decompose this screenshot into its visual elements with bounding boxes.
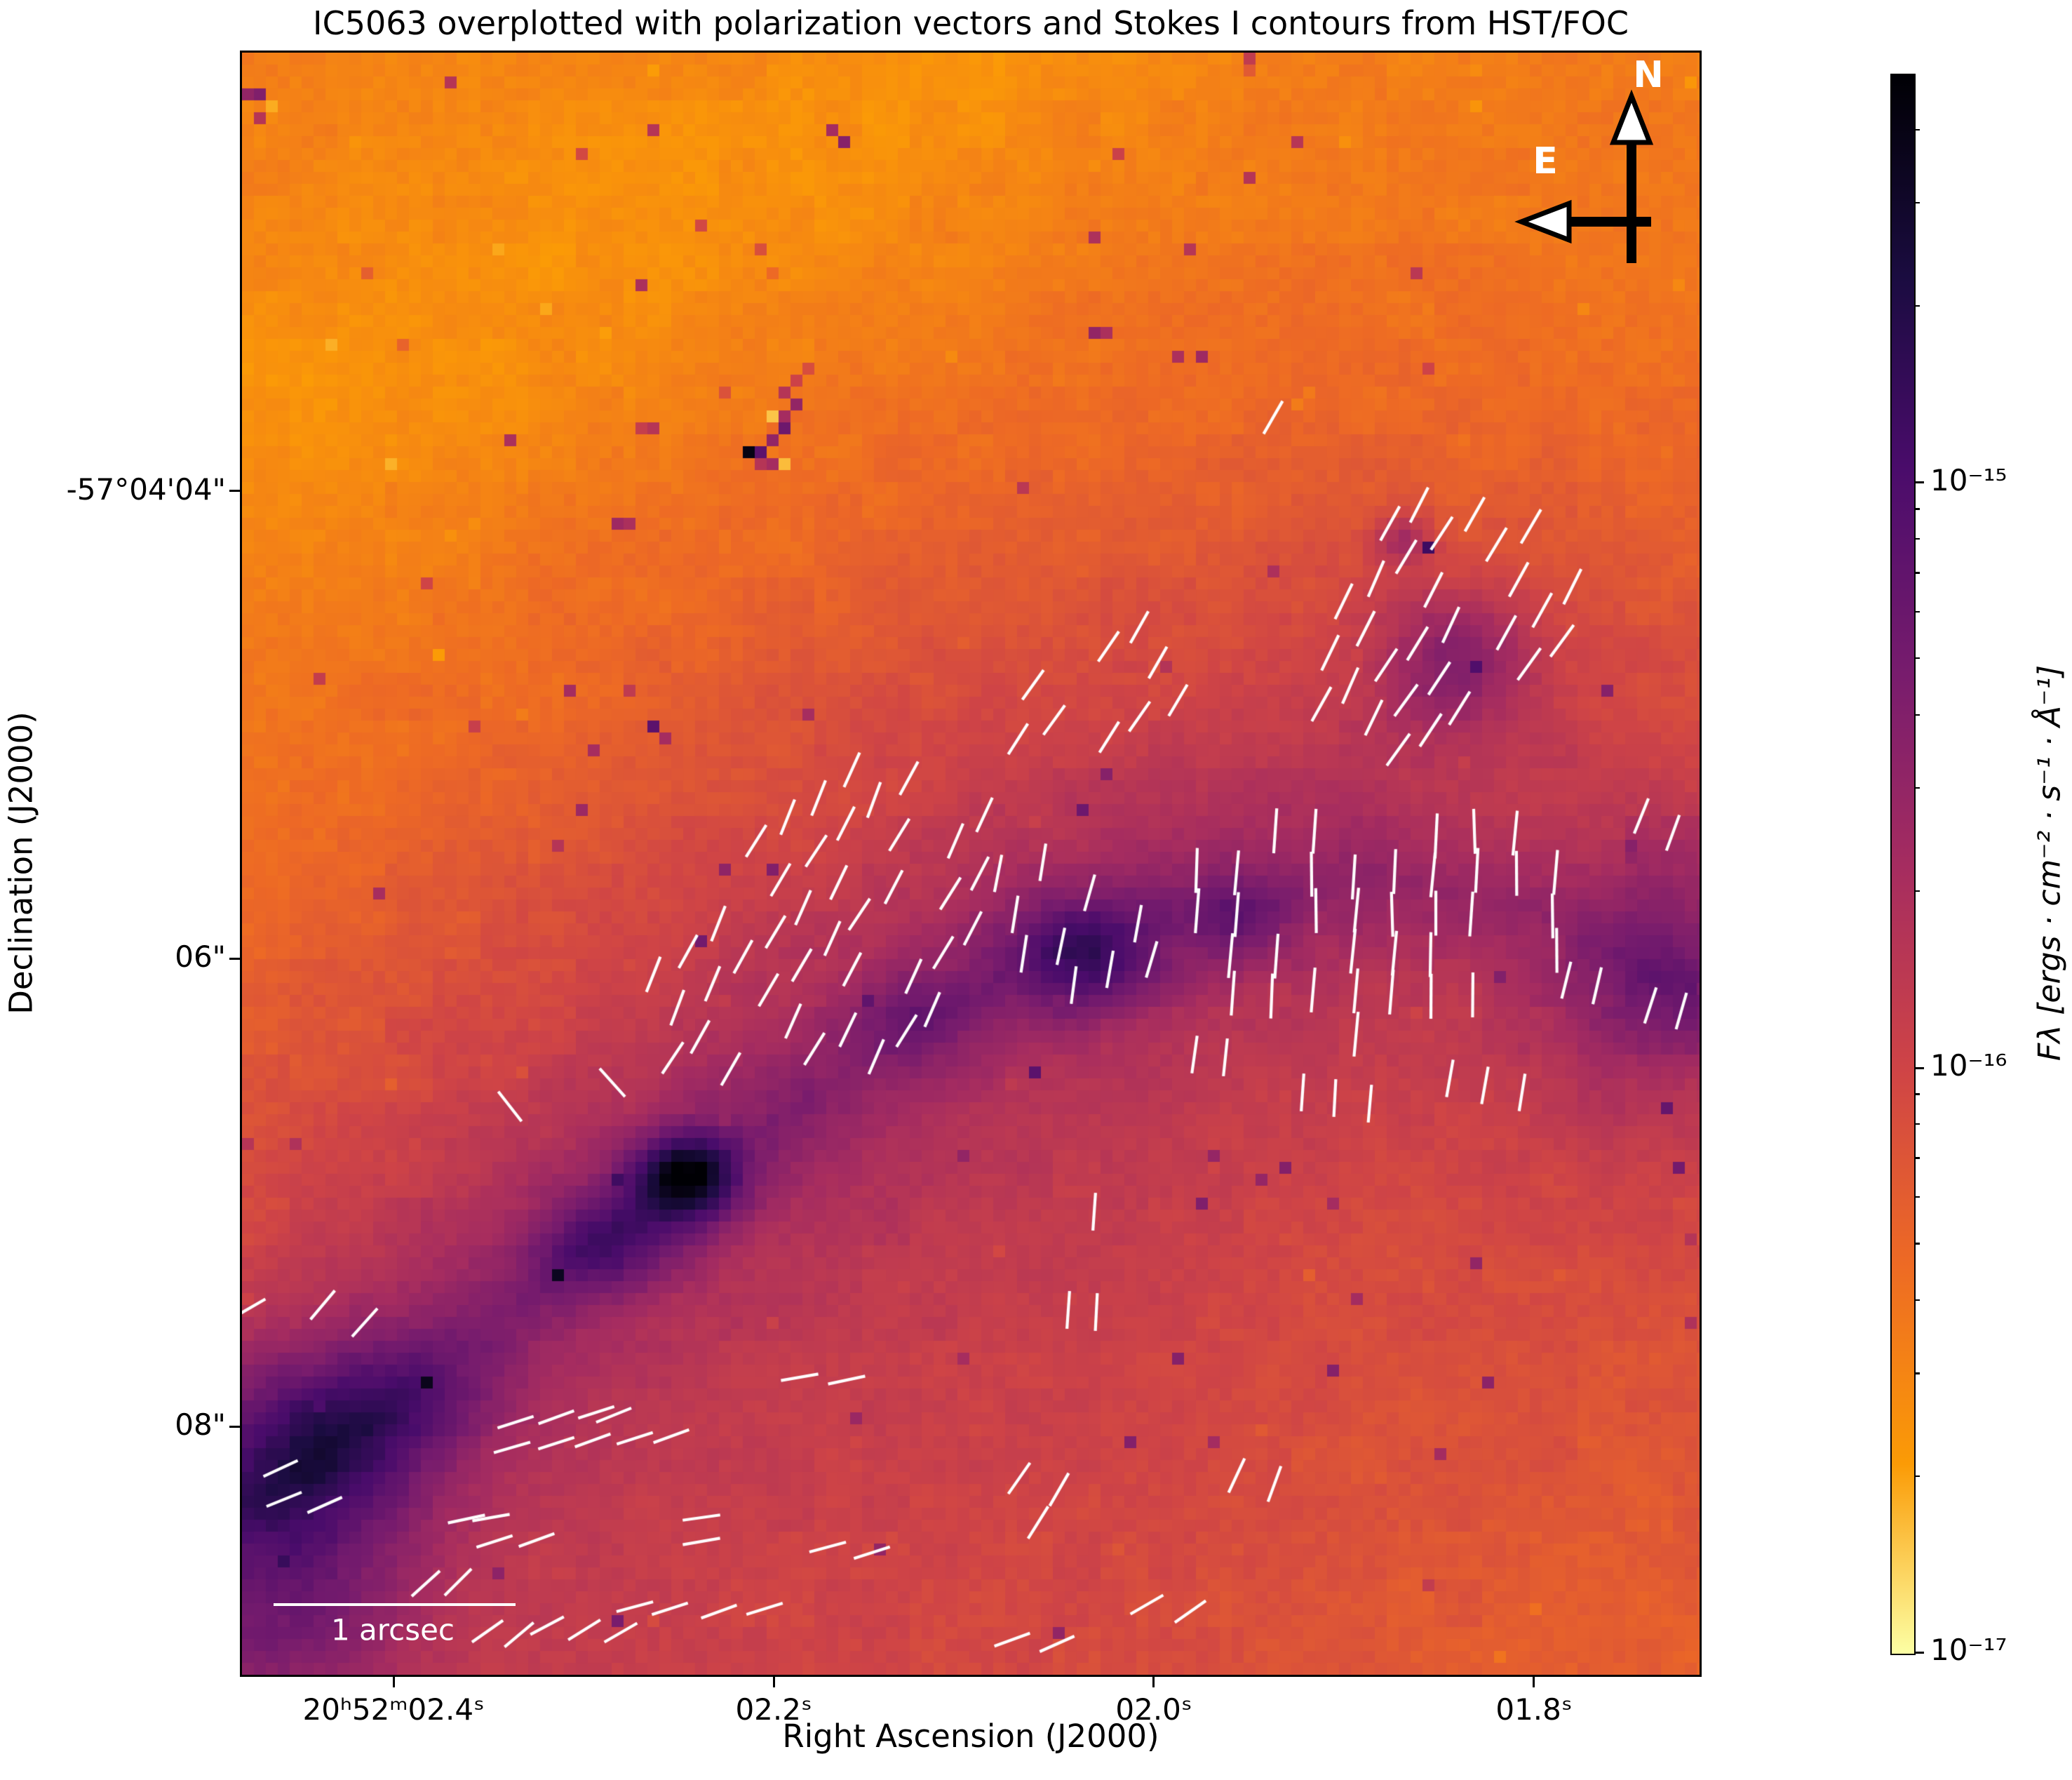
y-tick-mark [229, 957, 240, 960]
colorbar-minor-tick-mark [1914, 128, 1920, 131]
colorbar-minor-tick-mark [1914, 1243, 1920, 1245]
colorbar-minor-tick-mark [1914, 1093, 1920, 1095]
colorbar-tick-label: 10⁻¹⁶ [1930, 1048, 2007, 1083]
colorbar-tick-mark [1914, 1066, 1924, 1069]
colorbar-minor-tick-mark [1914, 305, 1920, 307]
colorbar-tick-mark [1914, 481, 1924, 484]
colorbar-minor-tick-mark [1914, 1157, 1920, 1159]
y-tick-label: -57°04'04" [66, 471, 226, 507]
compass-east-label: E [1533, 140, 1558, 182]
colorbar-minor-tick-mark [1914, 1475, 1920, 1478]
x-tick-label: 02.2ˢ [735, 1692, 812, 1727]
colorbar-minor-tick-mark [1914, 1372, 1920, 1374]
x-tick-label: 02.0ˢ [1115, 1692, 1192, 1727]
colorbar-minor-tick-mark [1914, 657, 1920, 660]
colorbar-minor-tick-mark [1914, 890, 1920, 892]
x-tick-label: 20ʰ52ᵐ02.4ˢ [302, 1692, 485, 1727]
colorbar-minor-tick-mark [1914, 610, 1920, 613]
colorbar-minor-tick-mark [1914, 572, 1920, 574]
colorbar-minor-tick-mark [1914, 1123, 1920, 1125]
y-tick-mark [229, 490, 240, 493]
colorbar-minor-tick-mark [1914, 508, 1920, 510]
colorbar-minor-tick-mark [1914, 1299, 1920, 1301]
x-tick-mark [772, 1677, 775, 1687]
x-tick-mark [392, 1677, 395, 1687]
colorbar-minor-tick-mark [1914, 787, 1920, 789]
y-tick-mark [229, 1425, 240, 1428]
x-tick-label: 01.8ˢ [1495, 1692, 1573, 1727]
colorbar-minor-tick-mark [1914, 201, 1920, 204]
y-axis-label: Declination (J2000) [2, 711, 40, 1015]
colorbar-minor-tick-mark [1914, 714, 1920, 716]
colorbar-gradient [1890, 74, 1916, 1655]
sky-image [242, 53, 1700, 1675]
colorbar-tick-label: 10⁻¹⁷ [1930, 1633, 2007, 1667]
x-tick-mark [1533, 1677, 1535, 1687]
y-tick-label: 06" [175, 939, 226, 975]
scalebar-label: 1 arcsec [330, 1612, 455, 1647]
y-tick-label: 08" [175, 1407, 226, 1443]
compass-north-label: N [1633, 54, 1664, 96]
colorbar-label: Fλ [ergs · cm⁻² · s⁻¹ · Å⁻¹] [2031, 664, 2068, 1062]
colorbar-minor-tick-mark [1914, 537, 1920, 540]
x-axis-label: Right Ascension (J2000) [782, 1718, 1159, 1755]
plot-area: N E 1 arcsec [240, 51, 1702, 1677]
colorbar-tick-mark [1914, 1651, 1924, 1654]
x-tick-mark [1152, 1677, 1155, 1687]
figure-title: IC5063 overplotted with polarization vec… [313, 4, 1629, 42]
colorbar-tick-label: 10⁻¹⁵ [1930, 462, 2007, 497]
colorbar-minor-tick-mark [1914, 1196, 1920, 1198]
